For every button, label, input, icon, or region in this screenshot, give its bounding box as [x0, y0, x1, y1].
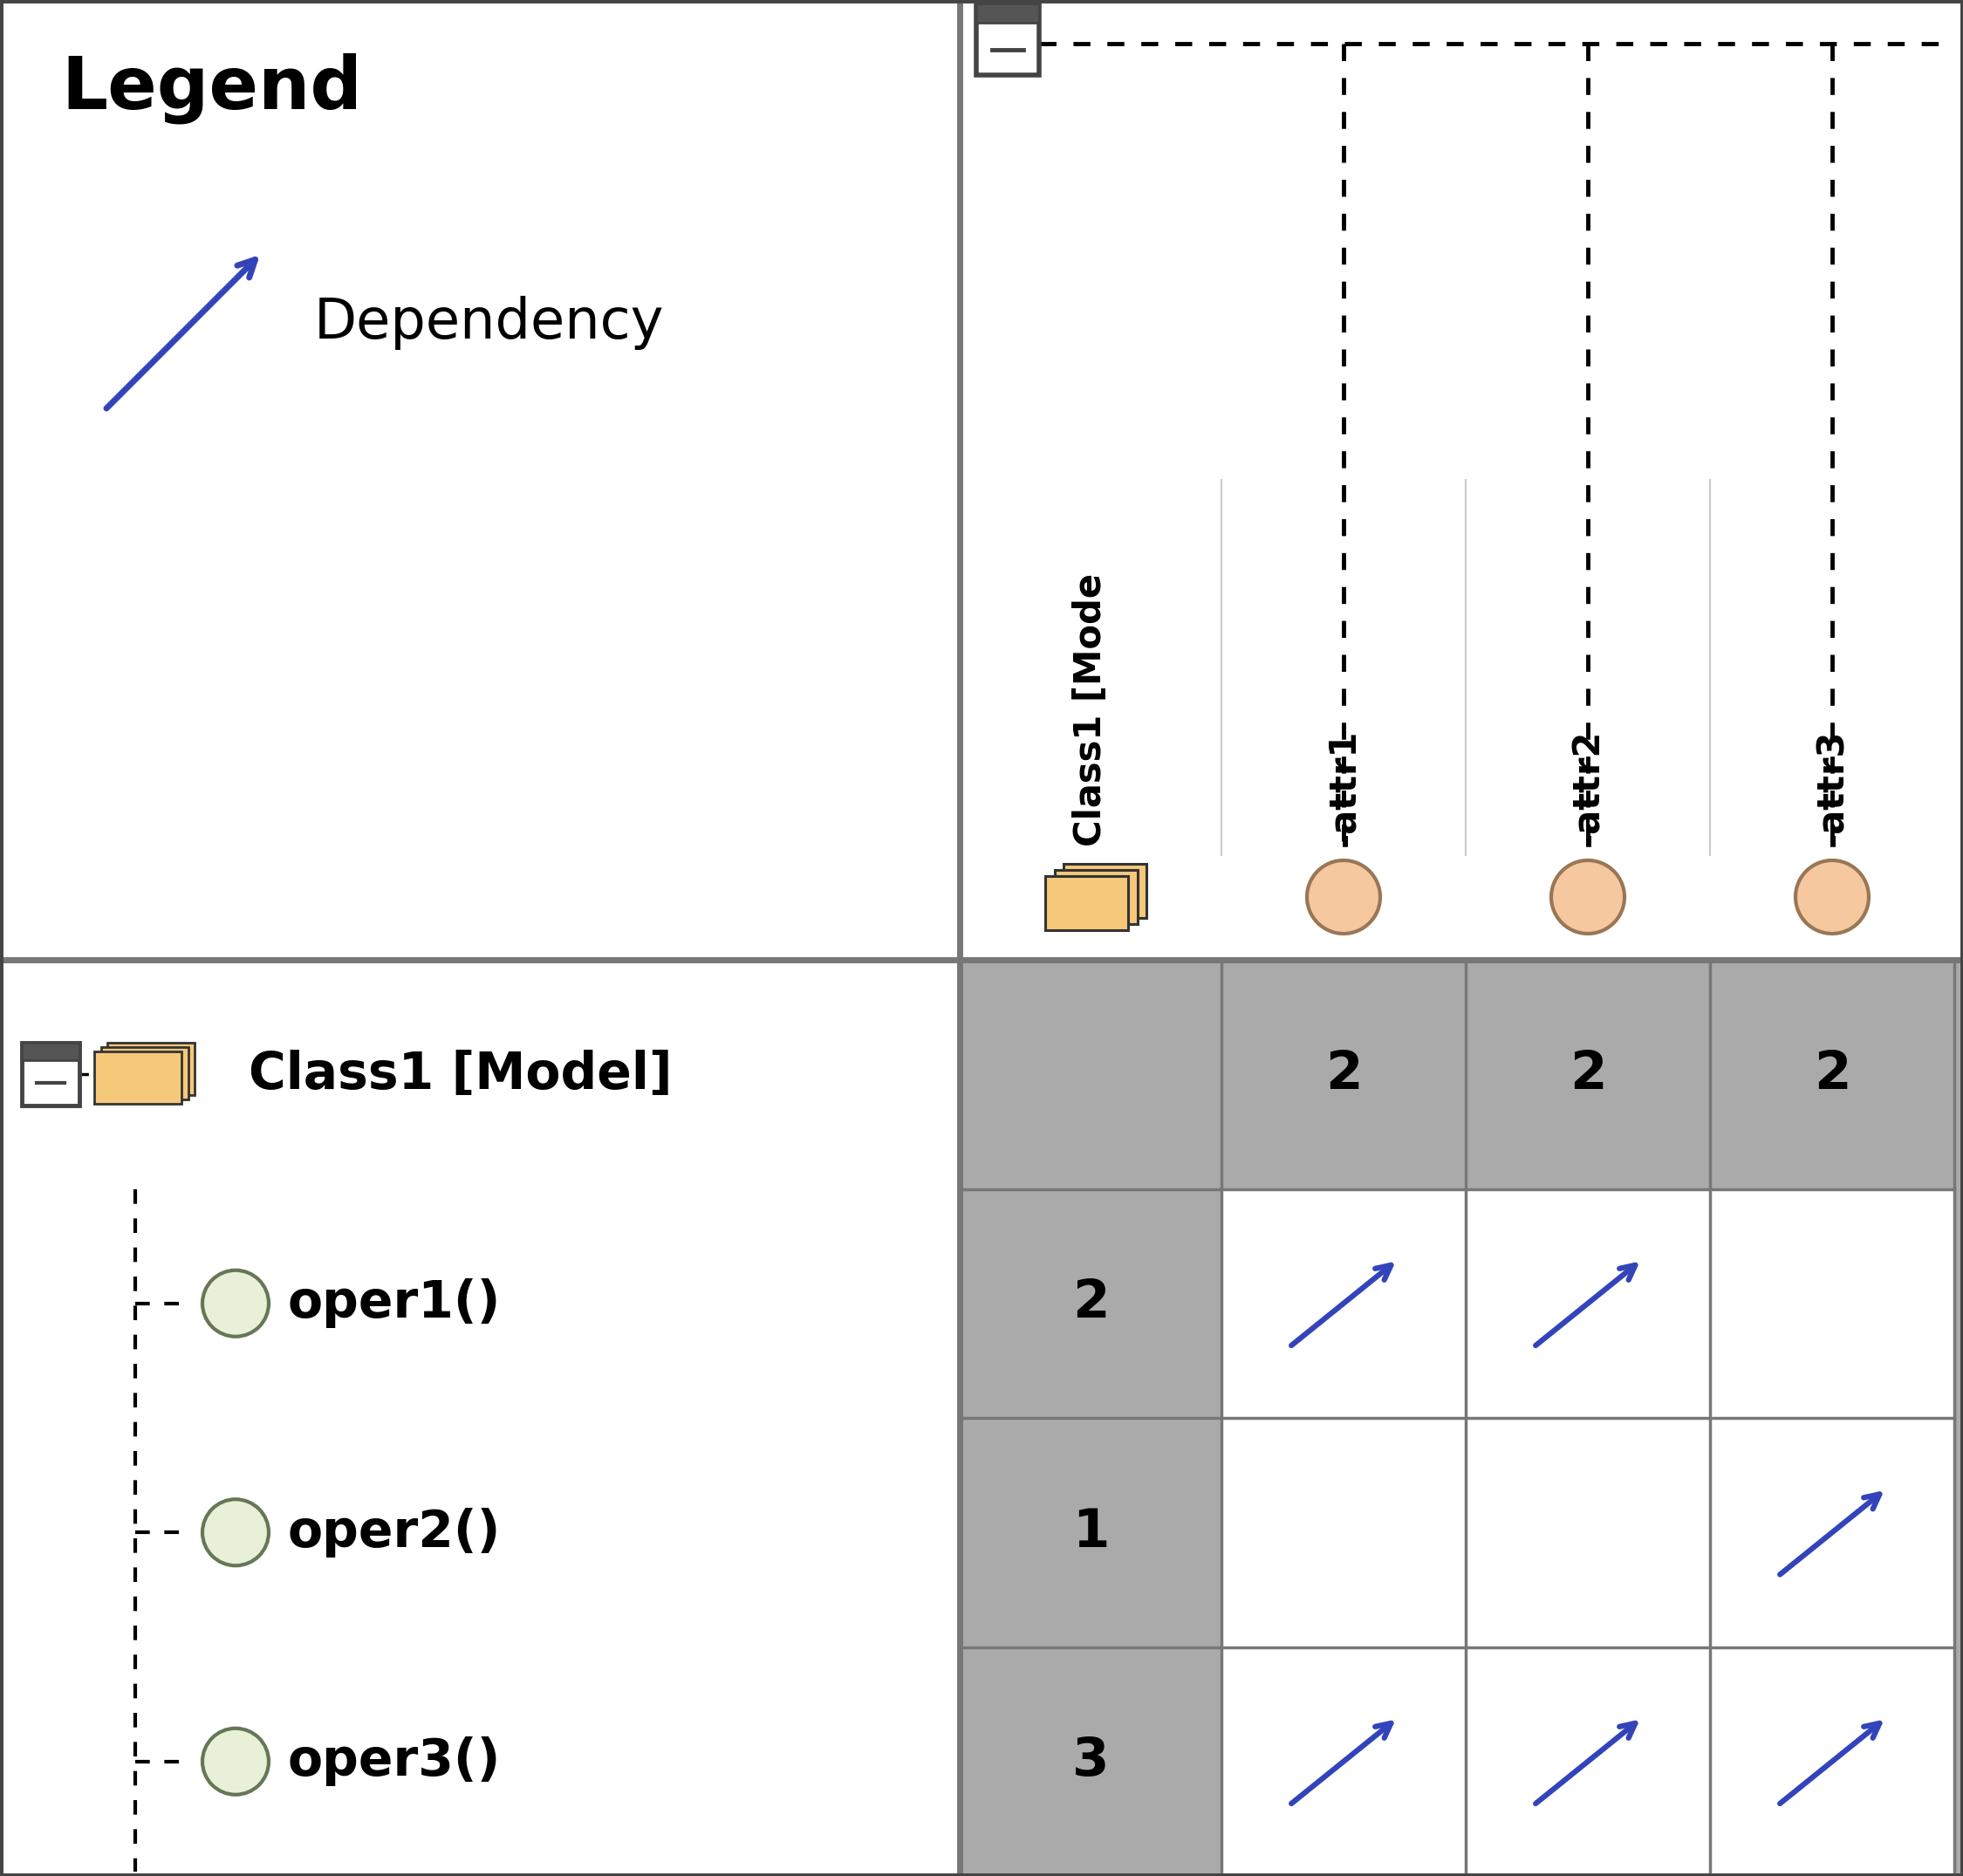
Bar [1221, 1418, 1466, 1647]
Bar [1221, 1647, 1466, 1876]
Bar [1466, 1189, 1710, 1418]
Bar [1466, 1418, 1710, 1647]
Text: Dependency: Dependency [314, 296, 663, 351]
Circle shape [202, 1728, 269, 1795]
Bar [960, 0, 1963, 961]
Circle shape [202, 1270, 269, 1336]
Bar [108, 1043, 194, 1096]
Text: Class1 [Model]: Class1 [Model] [249, 1049, 671, 1099]
Bar [960, 961, 1963, 1876]
Bar [1221, 1189, 1466, 1418]
Bar [0, 961, 960, 1876]
Bar [100, 1047, 188, 1099]
Bar [0, 0, 960, 961]
Text: Class1 [Mode: Class1 [Mode [1072, 574, 1109, 846]
Text: 1: 1 [1072, 1506, 1109, 1559]
Bar [22, 1043, 79, 1105]
Text: -attr1: -attr1 [1325, 730, 1362, 846]
Text: 2: 2 [1568, 1049, 1606, 1099]
Bar [1710, 1647, 1955, 1876]
Text: -attr3: -attr3 [1814, 730, 1851, 846]
Text: oper2(): oper2() [289, 1508, 501, 1557]
Bar [1710, 1189, 1955, 1418]
Text: oper1(): oper1() [289, 1279, 501, 1328]
Bar [1466, 1647, 1710, 1876]
Bar [22, 1043, 79, 1060]
Circle shape [1551, 861, 1625, 934]
Bar [1710, 1418, 1955, 1647]
Text: -attr2: -attr2 [1570, 730, 1606, 846]
Text: 2: 2 [1325, 1049, 1362, 1099]
Bar [94, 1052, 181, 1103]
Text: 2: 2 [1814, 1049, 1851, 1099]
Bar [1064, 863, 1146, 917]
Text: 3: 3 [1072, 1735, 1109, 1788]
Text: Legend: Legend [61, 53, 361, 124]
Text: 2: 2 [1072, 1278, 1109, 1328]
Bar [976, 4, 1038, 75]
Circle shape [1796, 861, 1869, 934]
Circle shape [202, 1499, 269, 1566]
Bar [1044, 876, 1129, 930]
Bar [976, 4, 1038, 23]
Bar [1054, 870, 1137, 925]
Text: oper3(): oper3() [289, 1737, 501, 1786]
Circle shape [1307, 861, 1380, 934]
